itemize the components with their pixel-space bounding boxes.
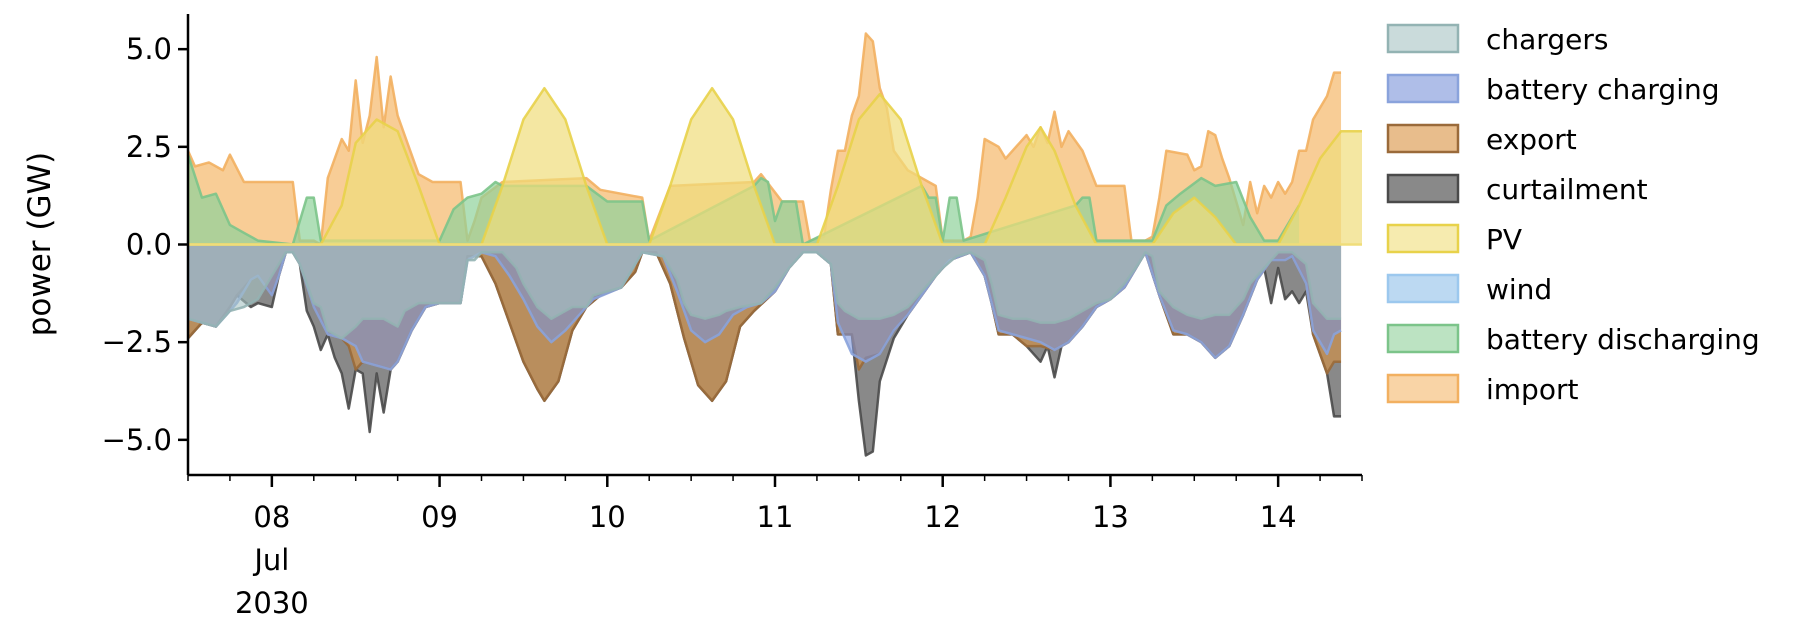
x-tick-label: 10: [589, 500, 626, 534]
y-tick-label: 2.5: [126, 130, 172, 164]
legend-label: import: [1486, 373, 1578, 406]
legend-swatch: [1386, 373, 1460, 404]
x-tick-sublabel: Jul: [252, 543, 289, 577]
legend-swatch: [1386, 23, 1460, 54]
y-axis-title: power (GW): [22, 152, 58, 337]
legend-label: export: [1486, 123, 1577, 156]
legend-label: chargers: [1486, 23, 1608, 56]
x-tick-label: 12: [924, 500, 961, 534]
line-chargers: [187, 251, 1342, 340]
legend-label: PV: [1486, 223, 1522, 256]
x-tick-label: 08: [253, 500, 290, 534]
legend-label: battery discharging: [1486, 323, 1760, 356]
legend-label: wind: [1486, 273, 1552, 306]
legend-swatch: [1386, 123, 1460, 154]
x-tick-sublabel: 2030: [235, 586, 309, 620]
y-tick-label: −5.0: [102, 423, 172, 457]
line-battery-charging: [187, 251, 1342, 371]
legend-swatch: [1386, 323, 1460, 354]
legend: chargers battery charging export curtailmen…: [1386, 23, 1760, 406]
y-tick-label: −2.5: [102, 325, 172, 359]
x-tick-label: 14: [1260, 500, 1297, 534]
line-battery-discharging: [186, 154, 1301, 246]
x-tick-label: 09: [421, 500, 458, 534]
y-ticks: 5.0 2.5 0.0 −2.5 −5.0: [102, 32, 188, 457]
legend-label: battery charging: [1486, 73, 1720, 106]
legend-swatch: [1386, 223, 1460, 254]
y-tick-label: 0.0: [126, 228, 172, 262]
legend-swatch: [1386, 173, 1460, 204]
legend-swatch: [1386, 273, 1460, 304]
x-tick-label: 11: [757, 500, 794, 534]
x-ticks: 08 Jul 2030 09 10 11 12 13 14: [187, 475, 1363, 620]
area-chargers: [188, 244, 1342, 339]
x-tick-label: 13: [1092, 500, 1129, 534]
legend-swatch: [1386, 73, 1460, 104]
legend-label: curtailment: [1486, 173, 1648, 206]
chart-areas: [186, 32, 1362, 457]
y-tick-label: 5.0: [126, 32, 172, 66]
area-PV: [188, 88, 1362, 245]
